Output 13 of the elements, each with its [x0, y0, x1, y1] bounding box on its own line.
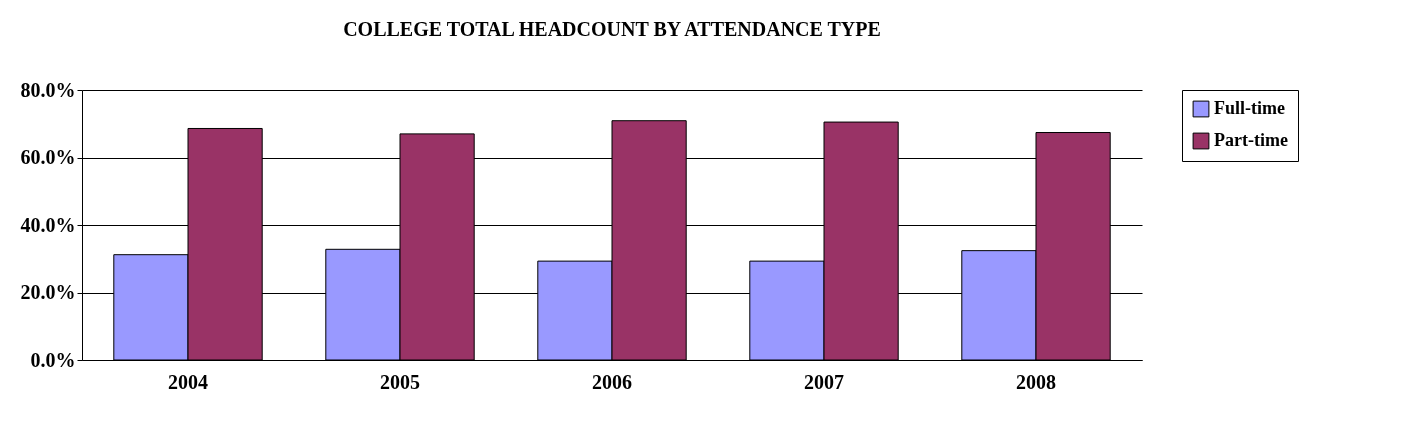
legend-label: Part-time — [1214, 130, 1288, 150]
y-tick-label: 80.0% — [20, 78, 76, 101]
legend-label: Full-time — [1214, 98, 1285, 118]
x-tick-label: 2008 — [1016, 370, 1056, 393]
x-tick-label: 2004 — [168, 370, 208, 393]
y-tick-label: 60.0% — [20, 146, 76, 168]
x-tick-label: 2007 — [804, 370, 844, 393]
y-tick-label: 0.0% — [30, 348, 76, 371]
y-tick-label: 20.0% — [20, 281, 76, 303]
chart-title: COLLEGE TOTAL HEADCOUNT BY ATTENDANCE TYPE — [343, 18, 881, 40]
y-tick-label: 40.0% — [20, 213, 76, 236]
x-tick-label: 2005 — [380, 370, 420, 393]
x-tick-label: 2006 — [592, 370, 632, 393]
